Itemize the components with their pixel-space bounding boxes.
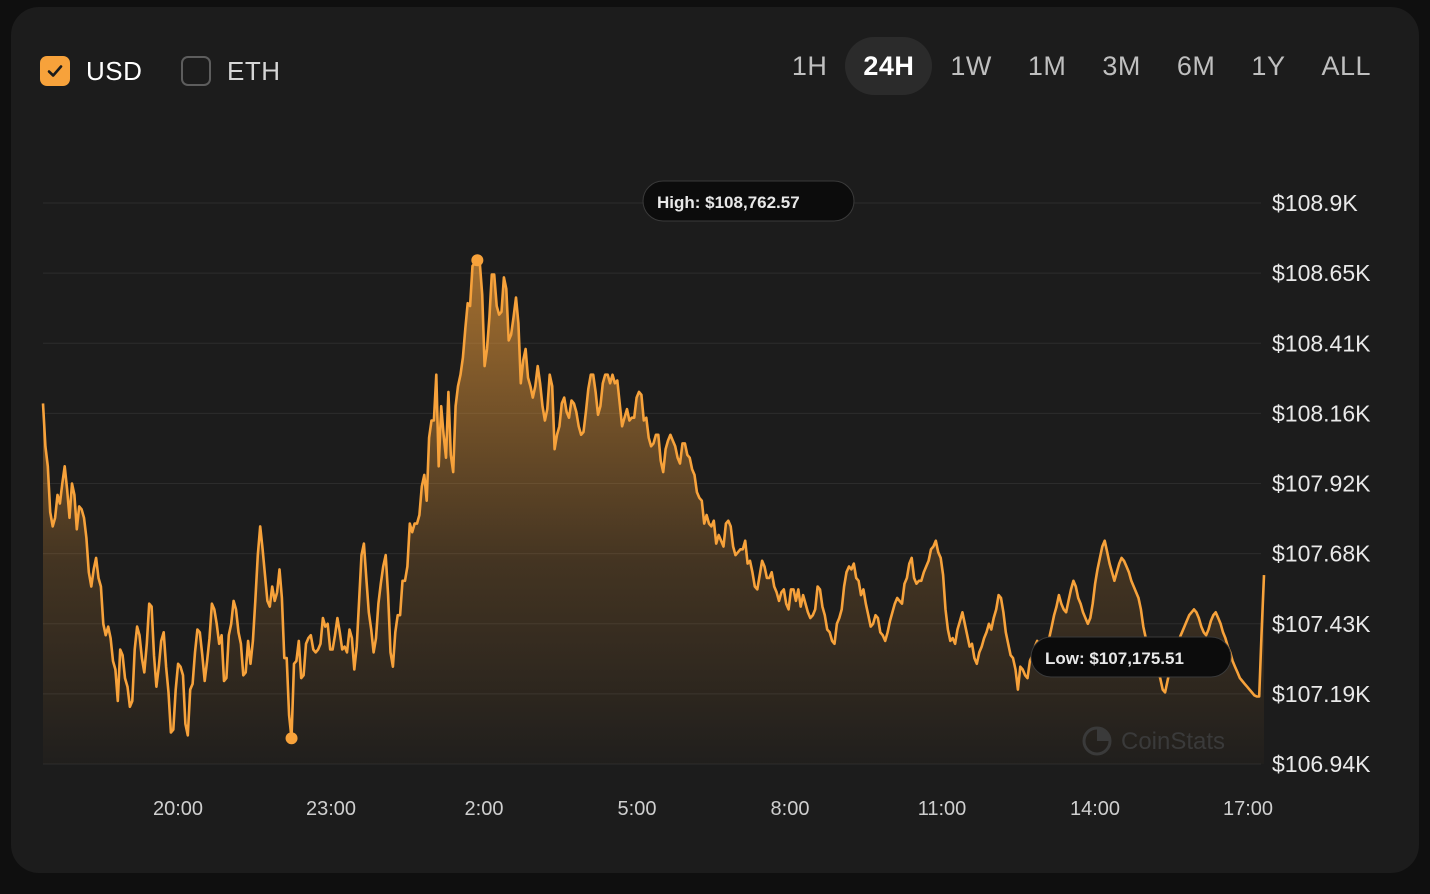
y-tick-label: $107.43K (1272, 611, 1371, 637)
range-1h[interactable]: 1H (791, 50, 828, 81)
high-tooltip: High: $108,762.57 (642, 180, 855, 222)
x-tick-label: 5:00 (618, 798, 657, 820)
y-axis: $108.9K $108.65K $108.41K $108.16K $107.92K $… (1272, 190, 1371, 777)
eth-checkbox[interactable] (181, 56, 211, 86)
range-1w[interactable]: 1W (950, 50, 992, 81)
x-tick-label: 23:00 (306, 798, 356, 820)
x-tick-label: 20:00 (153, 798, 203, 820)
high-label: High: $108,762.57 (657, 193, 800, 212)
time-range-selector: 1H 24H 1W 1M 3M 6M 1Y ALL (774, 37, 1389, 95)
eth-label: ETH (227, 55, 281, 86)
range-24h[interactable]: 24H (845, 37, 933, 95)
coinstats-watermark: CoinStats (1082, 726, 1225, 756)
usd-toggle[interactable]: USD (40, 49, 142, 93)
x-tick-label: 17:00 (1223, 798, 1273, 820)
range-1m[interactable]: 1M (1027, 50, 1067, 81)
range-1y[interactable]: 1Y (1251, 50, 1286, 81)
low-marker (285, 732, 298, 745)
x-tick-label: 8:00 (771, 798, 810, 820)
price-area (43, 260, 1264, 764)
low-label: Low: $107,175.51 (1045, 649, 1184, 668)
low-tooltip: Low: $107,175.51 (1030, 636, 1232, 678)
x-tick-label: 11:00 (918, 798, 967, 820)
y-tick-label: $107.68K (1272, 541, 1371, 567)
y-tick-label: $108.65K (1272, 260, 1371, 286)
usd-checkbox[interactable] (40, 56, 70, 86)
y-tick-label: $108.41K (1272, 330, 1371, 356)
x-axis: 20:00 23:00 2:00 5:00 8:00 11:00 14:00 17:00 (153, 798, 1273, 820)
price-chart[interactable]: $108.9K $108.65K $108.41K $108.16K $107.92K $… (11, 7, 1419, 873)
y-tick-label: $106.94K (1272, 751, 1371, 777)
y-tick-label: $107.19K (1272, 681, 1371, 707)
y-tick-label: $108.16K (1272, 400, 1371, 426)
y-tick-label: $108.9K (1272, 190, 1358, 216)
range-all[interactable]: ALL (1321, 50, 1371, 81)
price-line (41, 258, 1266, 740)
price-chart-card: USD ETH 1H 24H 1W 1M 3M 6M 1Y ALL $108.9… (11, 7, 1419, 873)
range-6m[interactable]: 6M (1176, 50, 1216, 81)
check-icon (47, 65, 63, 77)
y-tick-label: $107.92K (1272, 471, 1371, 497)
x-tick-label: 2:00 (465, 798, 504, 820)
x-tick-label: 14:00 (1070, 798, 1120, 820)
high-marker (471, 254, 484, 267)
watermark-text: CoinStats (1121, 728, 1225, 755)
eth-toggle[interactable]: ETH (181, 49, 281, 93)
usd-label: USD (86, 55, 143, 86)
range-3m[interactable]: 3M (1102, 50, 1141, 81)
